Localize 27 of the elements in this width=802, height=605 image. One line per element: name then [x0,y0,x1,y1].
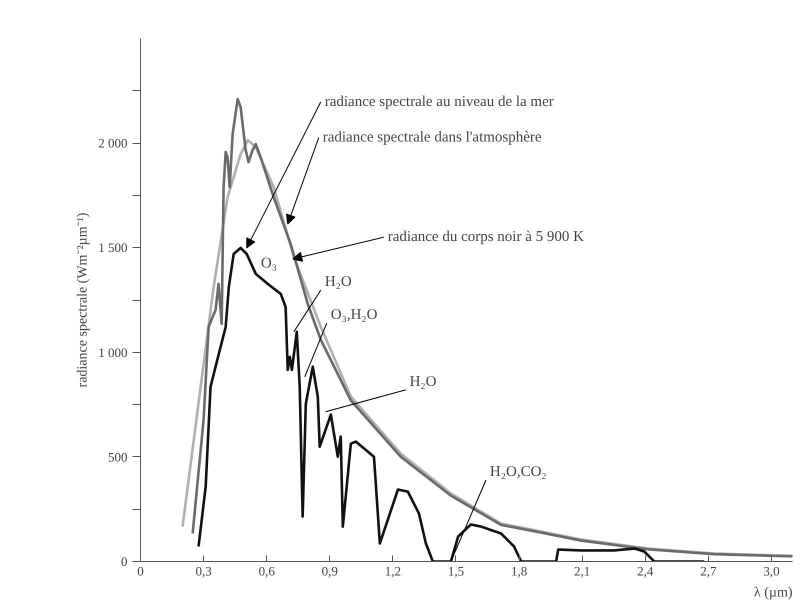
x-tick-label: 2,7 [700,564,717,578]
annotation: radiance spectrale au niveau de la mer [324,94,554,110]
annotation: H₂O [410,374,437,390]
x-tick-label: 0,9 [322,564,338,578]
x-tick-label: 0 [137,564,144,578]
y-axis-title: radiance spectrale (Wm⁻²µm⁻¹) [75,212,90,388]
x-tick-label: 2,1 [574,564,590,578]
x-tick-label: 1,5 [448,564,464,578]
annotation: O₃ [260,256,277,272]
y-tick-label: 500 [108,449,128,464]
y-tick-label: 1 000 [98,344,128,360]
annotation: O₃,H₂O [330,307,378,324]
x-tick-label: 2,4 [637,564,654,578]
x-tick-label: 1,2 [384,564,402,578]
y-tick-label: 1 500 [98,240,128,256]
x-axis-title: λ (µm) [754,586,793,600]
annotation: H₂O,CO₂ [490,464,547,480]
x-tick-label: 0,3 [195,564,212,578]
x-tick-label: 0,6 [258,564,276,578]
x-tick-label: 3,0 [763,564,780,578]
line-series [197,246,706,562]
y-tick-label: 0 [121,554,128,569]
annotation: H₂O [324,274,352,290]
annotation: radiance spectrale dans l'atmosphère [322,130,542,146]
annotation: radiance du corps noir à 5 900 K [388,229,584,246]
y-tick-label: 2 000 [98,136,128,151]
x-tick-label: 1,8 [510,564,528,578]
